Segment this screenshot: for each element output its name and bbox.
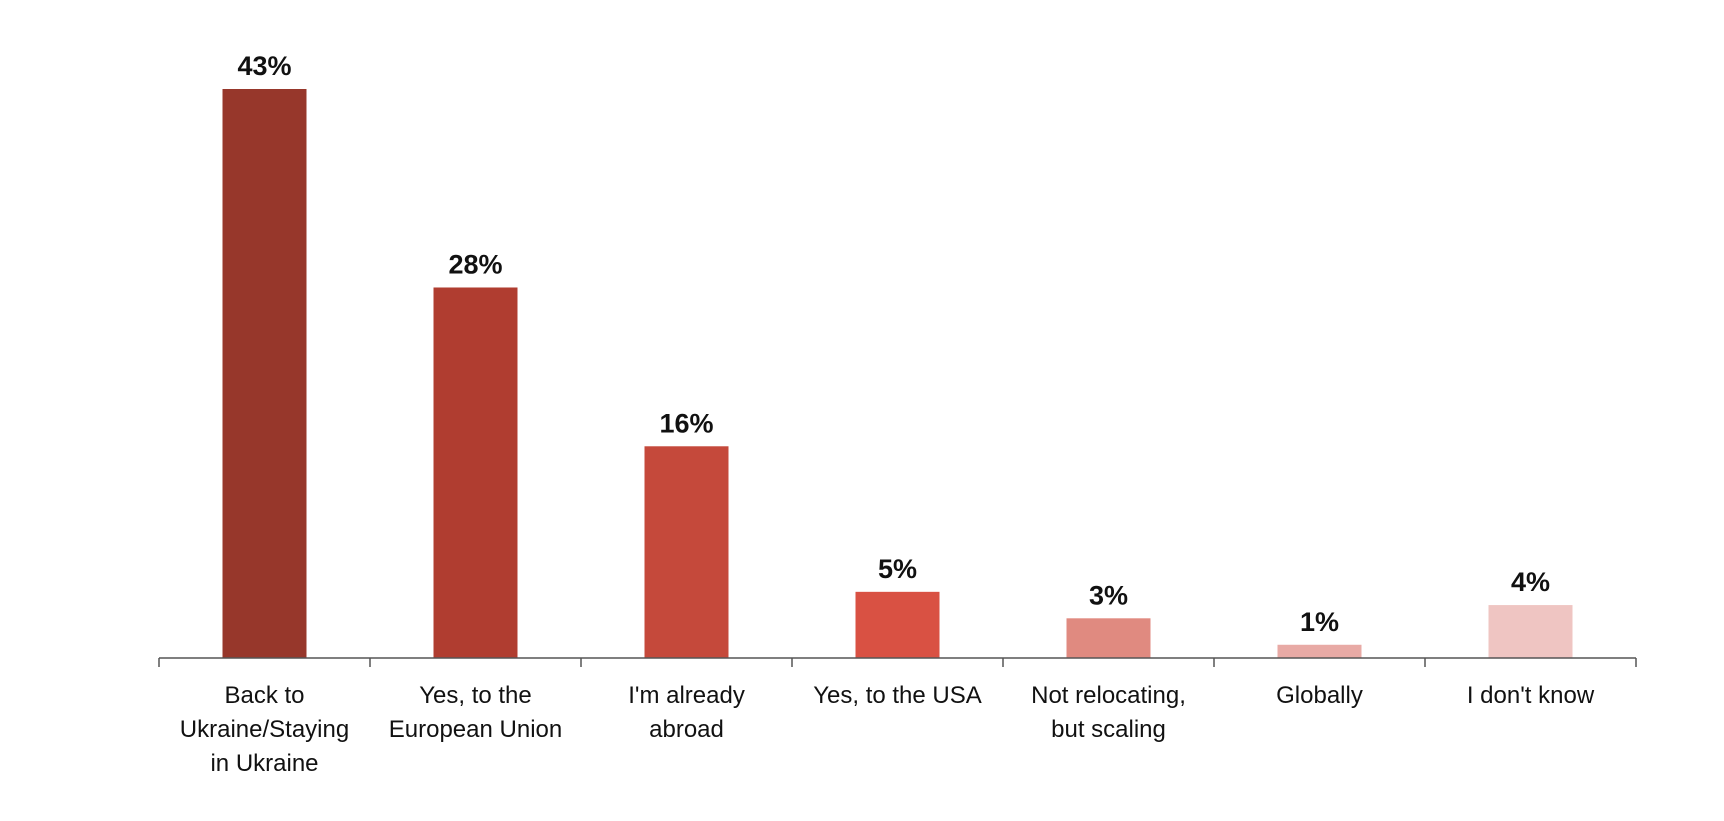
bar-2 [433, 287, 518, 658]
category-label-4: Yes, to the USA [813, 682, 982, 709]
data-label-5: 3% [1089, 580, 1128, 610]
bar-7 [1488, 605, 1573, 658]
bar-4 [855, 591, 940, 658]
data-label-6: 1% [1300, 607, 1339, 637]
category-label-3: I'm already abroad [628, 682, 745, 743]
category-label-line: but scaling [1051, 716, 1166, 743]
category-label-line: Back to [224, 682, 304, 709]
data-label-2: 28% [448, 249, 502, 279]
bar-6 [1277, 644, 1362, 658]
data-label-1: 43% [237, 51, 291, 81]
category-label-7: I don't know [1467, 682, 1595, 709]
category-label-6: Globally [1276, 682, 1363, 709]
category-label-line: Not relocating, [1031, 682, 1186, 709]
category-label-line: Yes, to the USA [813, 682, 982, 709]
category-label-line: Globally [1276, 682, 1363, 709]
bar-5 [1066, 618, 1151, 658]
category-label-5: Not relocating, but scaling [1031, 682, 1186, 743]
category-label-line: in Ukraine [210, 750, 318, 777]
data-label-4: 5% [878, 554, 917, 584]
data-label-3: 16% [659, 408, 713, 438]
category-label-line: Ukraine/Staying [180, 716, 349, 743]
category-label-line: European Union [389, 716, 562, 743]
category-label-1: Back to Ukraine/Staying in Ukraine [180, 682, 349, 777]
category-label-2: Yes, to the European Union [389, 682, 562, 743]
bar-3 [644, 446, 729, 658]
bar-1 [222, 89, 307, 658]
category-label-line: I don't know [1467, 682, 1595, 709]
data-label-7: 4% [1511, 567, 1550, 597]
category-label-line: Yes, to the [419, 682, 532, 709]
category-label-line: abroad [649, 716, 724, 743]
category-label-line: I'm already [628, 682, 745, 709]
